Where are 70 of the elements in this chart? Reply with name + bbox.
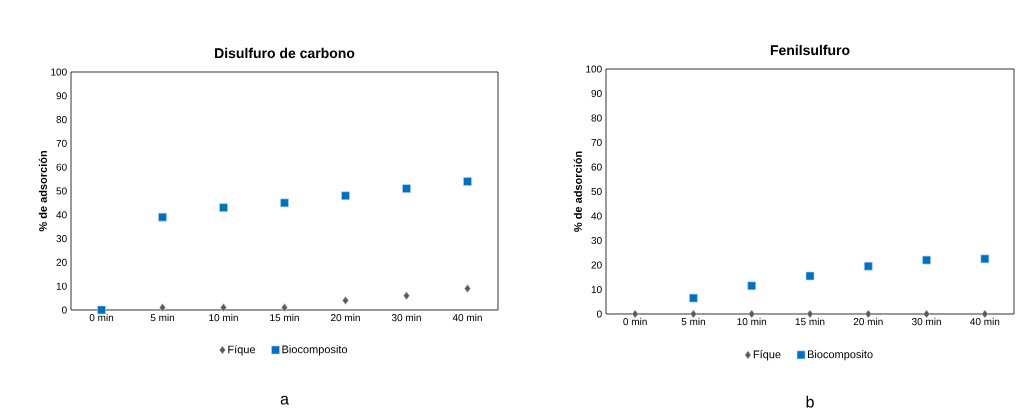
y-tick-label: 90 [56,92,67,100]
point [864,309,872,319]
y-tick-label: 50 [591,187,602,196]
y-tick-label: 70 [56,139,67,147]
y-tick-label: 40 [56,211,67,219]
point [980,254,990,264]
point [403,291,410,301]
x-tick-label: 15 min [270,313,299,322]
point [341,191,350,201]
x-tick-label: 10 min [737,317,767,326]
x-tick-label: 5 min [150,313,175,322]
point [747,281,757,291]
y-tick-label: 90 [591,89,602,98]
chart-title: Disulfuro de carbono [215,47,355,59]
point [220,303,227,312]
y-axis-title: % de adsorción [573,151,582,232]
text: a [280,395,289,405]
y-tick-label: 80 [56,116,67,124]
x-tick-label: 10 min [209,313,238,322]
x-tick-label: 15 min [795,317,825,326]
point [159,303,166,312]
y-tick-label: 20 [56,258,67,266]
legend-label: Biocomposito [282,345,348,356]
point [280,198,289,208]
point [158,212,167,222]
y-tick-label: 100 [586,65,602,73]
point [863,261,873,271]
point [689,293,698,303]
x-tick-label: 5 min [681,317,705,326]
y-tick-label: 100 [51,68,67,76]
x-tick-label: 40 min [452,313,482,322]
y-tick-label: 20 [591,261,602,269]
legend-label: Biocomposito [807,350,873,361]
y-tick-label: 0 [596,310,602,318]
x-tick-label: 20 min [853,317,883,326]
point [464,284,471,293]
text: b [806,395,814,408]
x-tick-label: 30 min [391,313,421,322]
point [981,309,989,319]
point [463,177,472,186]
point [97,305,106,315]
point [281,303,288,312]
point [342,296,349,305]
point [923,309,930,319]
x-tick-label: 40 min [970,317,1000,326]
x-tick-label: 20 min [331,313,360,322]
point [219,203,228,212]
x-tick-label: 30 min [911,317,941,326]
x-tick-label: 0 min [89,313,114,322]
point [748,309,756,319]
point [402,184,411,193]
x-tick-label: 0 min [623,317,647,326]
y-tick-label: 70 [591,138,602,147]
y-tick-label: 50 [56,187,67,195]
y-axis-title: % de adsorción [38,151,47,232]
y-tick-label: 0 [61,306,67,314]
legend-label: Fíque [753,350,781,361]
point [805,271,815,281]
point [690,309,697,319]
y-tick-label: 60 [56,163,67,171]
y-tick-label: 80 [591,114,602,122]
y-tick-label: 10 [56,282,67,290]
point [922,255,931,265]
y-tick-label: 30 [591,236,602,245]
y-tick-label: 10 [591,285,602,294]
y-tick-label: 60 [591,163,602,171]
y-tick-label: 40 [591,212,602,220]
y-tick-label: 30 [56,235,67,243]
chart-title: Fenilsulfuro [770,44,850,56]
legend-label: Fíque [228,345,256,356]
